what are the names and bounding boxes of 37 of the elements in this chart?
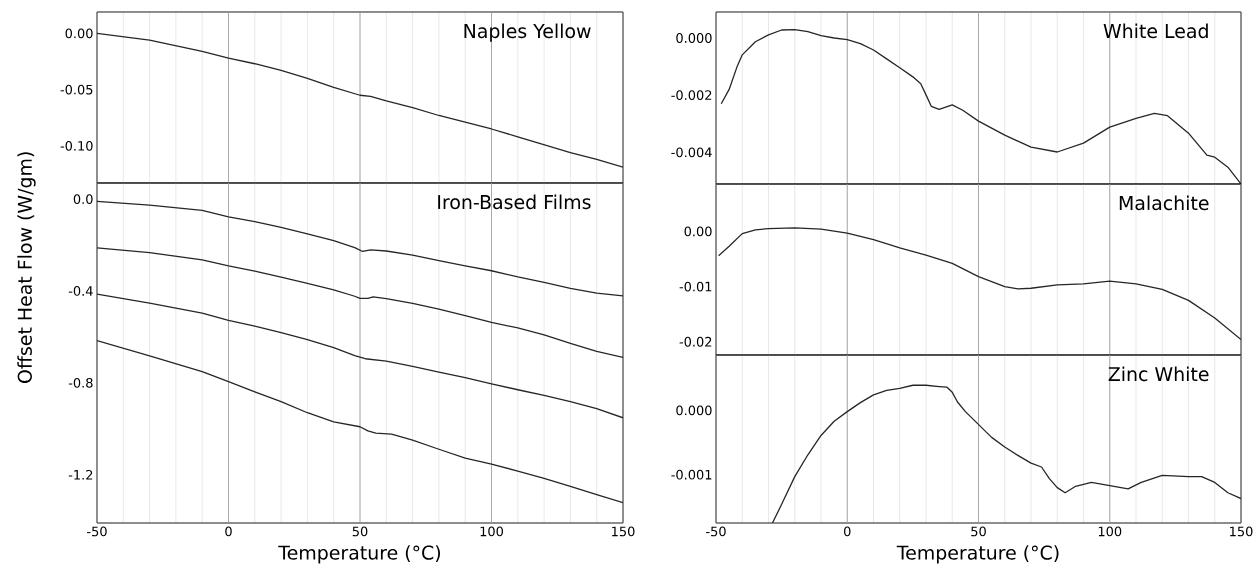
- x-tick-label: 100: [480, 526, 503, 537]
- x-axis-title: Temperature (°C): [278, 545, 441, 564]
- line-series: [97, 293, 624, 419]
- y-tick-label: -0.4: [68, 286, 93, 296]
- text: White Lead: [1103, 23, 1208, 39]
- y-tick-label: -0.10: [60, 140, 93, 151]
- y-axis-title: Offset Heat Flow (W/gm): [17, 152, 36, 383]
- line-series: [717, 227, 1242, 341]
- y-tick-label: 0.000: [676, 405, 712, 416]
- y-tick-label: 0.0: [73, 194, 93, 204]
- y-tick-label: -0.004: [671, 147, 712, 158]
- line-series: [97, 339, 624, 504]
- x-tick-label: 150: [1230, 526, 1253, 537]
- y-tick-label: 0.000: [676, 33, 712, 43]
- x-tick-label: -50: [87, 526, 107, 537]
- chart-title: Zinc White: [1108, 366, 1209, 382]
- x-tick-label: 50: [971, 526, 986, 537]
- x-tick-label: 0: [225, 526, 232, 537]
- text: Naples Yellow: [464, 23, 591, 42]
- y-tick-label: -0.001: [671, 469, 712, 480]
- y-tick-label: 0.00: [684, 226, 712, 237]
- y-tick-label: -0.002: [671, 90, 712, 101]
- y-tick-label: -0.02: [679, 336, 712, 347]
- x-tick-label: -50: [706, 526, 726, 537]
- y-tick-label: -0.8: [68, 377, 93, 388]
- y-tick-label: 0.00: [65, 28, 93, 39]
- x-tick-label: 0: [844, 526, 851, 537]
- x-axis-title: Temperature (°C): [896, 545, 1059, 564]
- x-tick-label: 150: [612, 526, 635, 537]
- y-tick-label: -0.01: [679, 281, 712, 292]
- y-tick-label: -0.05: [60, 84, 93, 95]
- line-series: [97, 247, 624, 359]
- y-tick-label: -1.2: [68, 469, 93, 480]
- x-tick-label: 100: [1098, 526, 1122, 537]
- x-tick-label: 50: [352, 526, 368, 537]
- chart-title: Malachite: [1119, 195, 1209, 211]
- text: Iron-Based Films: [438, 194, 591, 210]
